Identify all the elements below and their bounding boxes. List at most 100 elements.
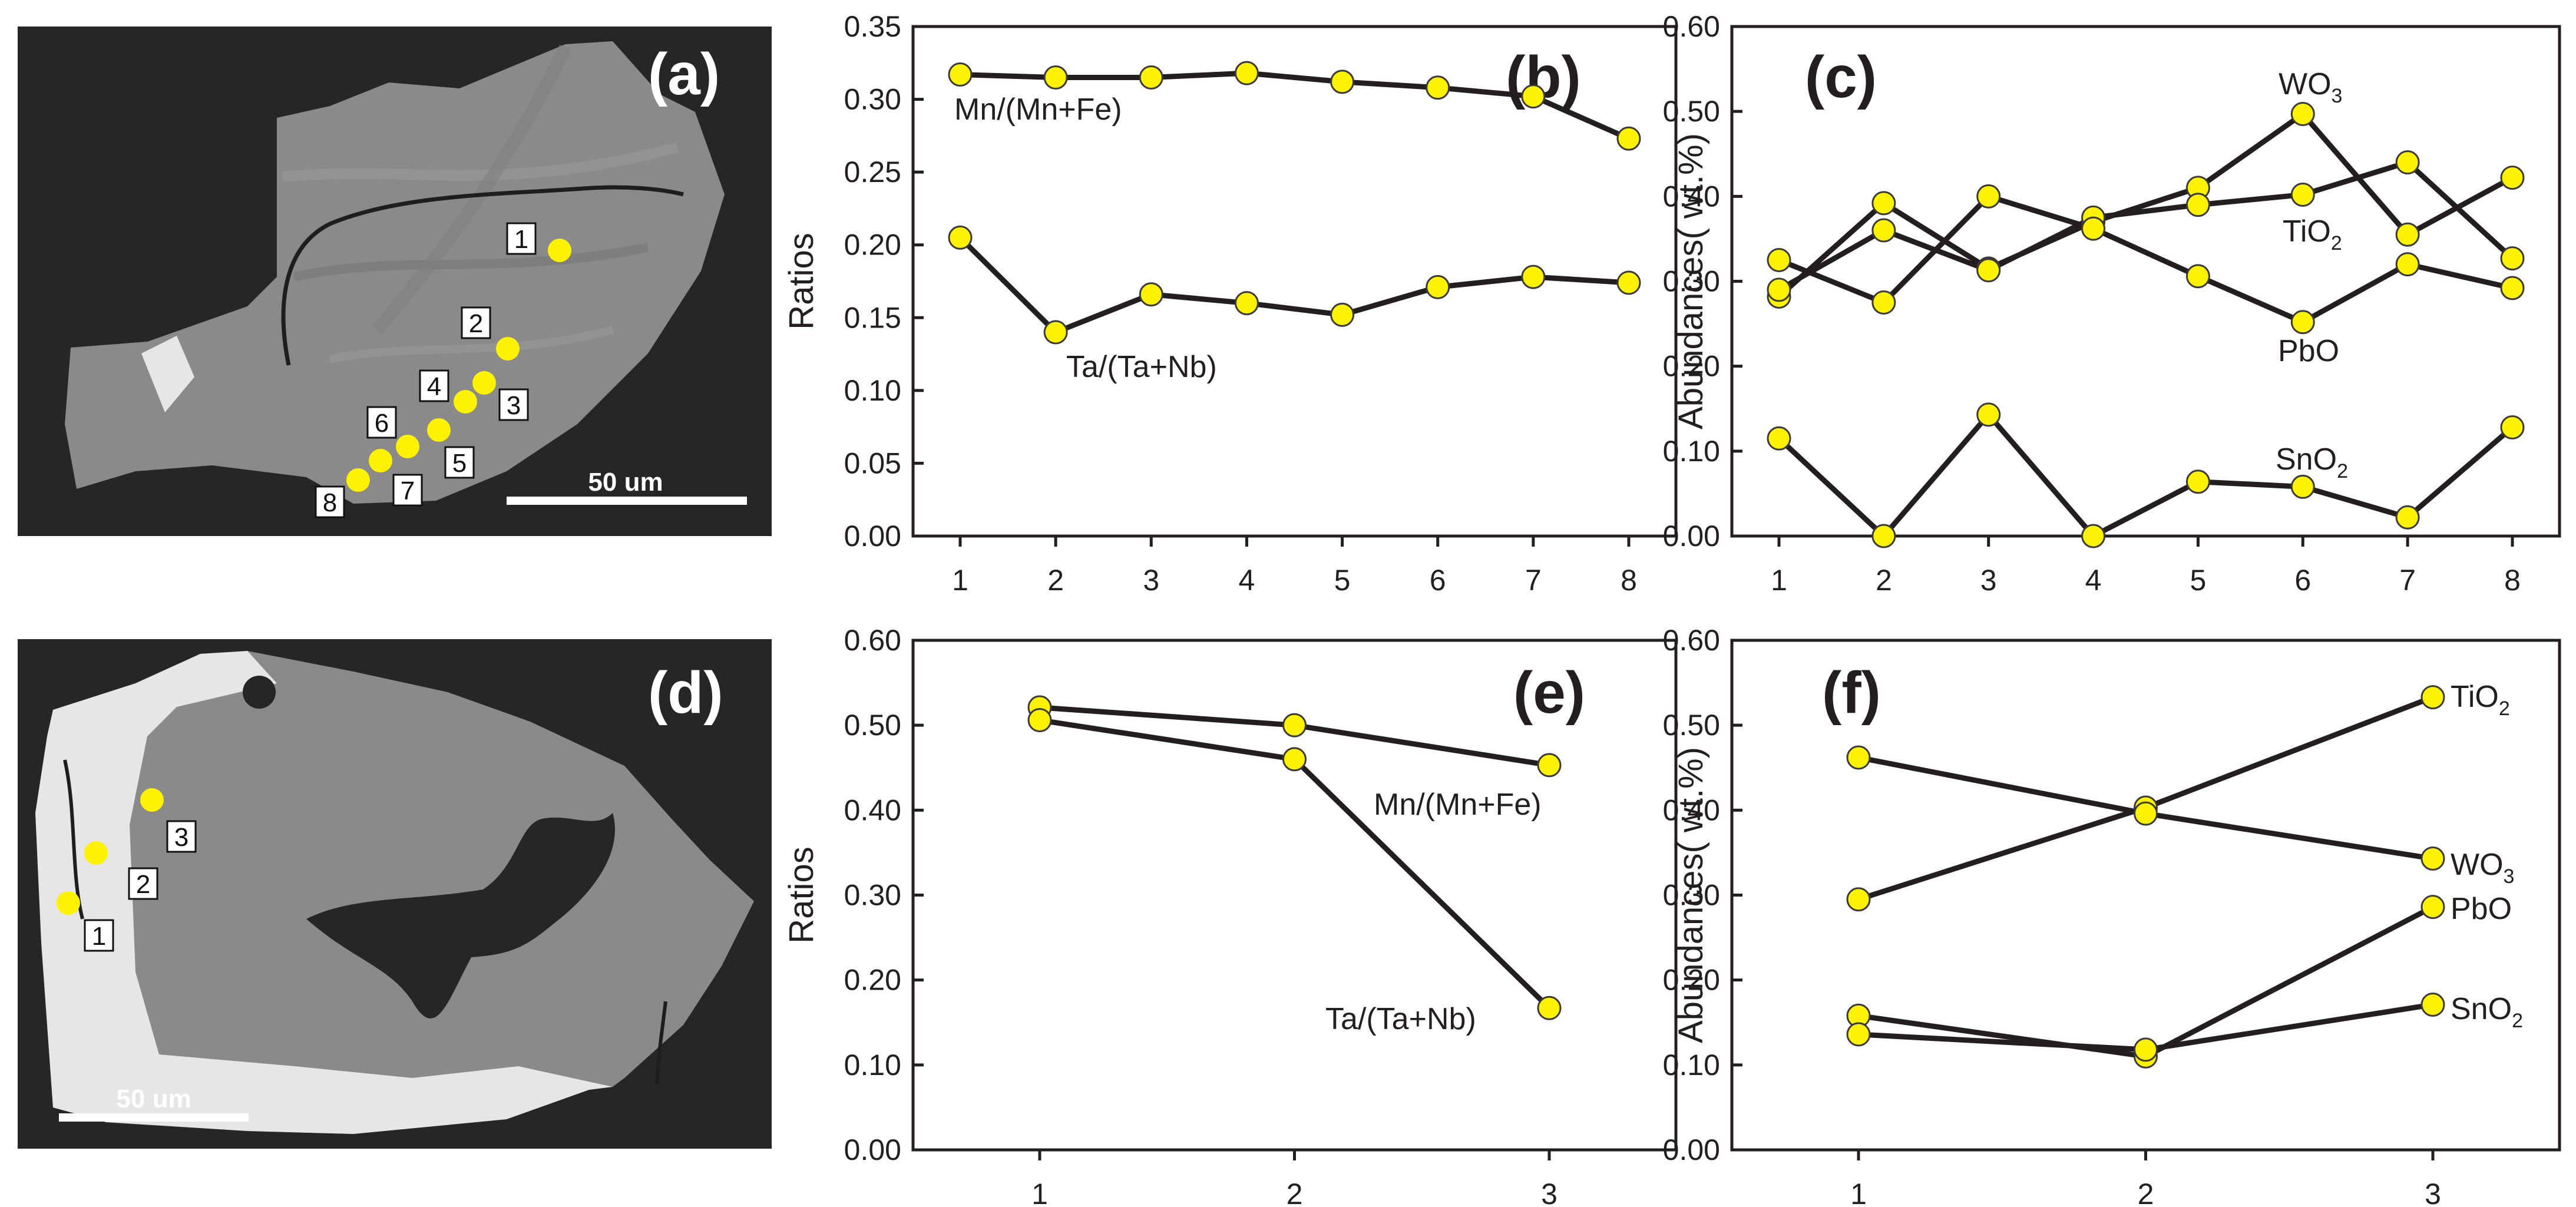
x-tick-label: 1 <box>1850 1178 1867 1207</box>
data-point <box>2185 469 2210 494</box>
spot-a-box <box>506 222 537 255</box>
data-point <box>1871 524 1896 548</box>
x-tick-label: 3 <box>2425 1178 2441 1207</box>
y-axis-label: Abundances( wt.%) <box>1672 133 1710 429</box>
y-tick-label: 0.40 <box>1663 180 1720 213</box>
hole-d <box>306 813 615 1018</box>
series-label: WO3 <box>2451 848 2514 888</box>
x-tick-label: 2 <box>1876 564 1892 597</box>
data-point <box>2134 1037 2158 1062</box>
chart-c: 0.00 0.10 0.20 0.30 0.40 0.50 0.60 1 2 3 4 5 6 7 8 Abun… <box>1663 10 2561 597</box>
y-tick-label: 0.05 <box>844 447 901 480</box>
data-point <box>1537 753 1562 778</box>
spot-d-box <box>84 919 114 952</box>
data-point <box>1330 70 1355 94</box>
bse-image-d: (d) 50 um 1 23 <box>18 639 772 1149</box>
data-point <box>2185 193 2210 217</box>
y-tick-label: 0.10 <box>1663 435 1720 468</box>
x-tick-label: 2 <box>2138 1178 2154 1207</box>
spot-a-dot <box>396 435 419 458</box>
x-tick-label: 3 <box>1143 564 1159 597</box>
data-point <box>2395 222 2420 247</box>
panel-label: (c) <box>1805 44 1877 110</box>
data-point <box>1871 191 1896 216</box>
series-label: Mn/(Mn+Fe) <box>1374 788 1542 822</box>
scale-bar-a: 50 um <box>507 468 747 505</box>
spot-a-dot <box>472 371 496 395</box>
x-tick-label: 2 <box>1287 1178 1303 1207</box>
x-tick-label: 6 <box>2294 564 2311 597</box>
series-line <box>958 236 1629 335</box>
y-tick-label: 0.40 <box>1663 793 1720 826</box>
series-label: SnO2 <box>2276 442 2348 482</box>
data-point <box>1767 247 1791 272</box>
rim-d <box>35 651 613 1134</box>
crack-a <box>281 185 684 366</box>
data-point <box>948 225 973 250</box>
y-axis-label: Ratios <box>782 233 821 329</box>
x-tick-label: 1 <box>952 564 968 597</box>
x-tick-label: 6 <box>1430 564 1446 597</box>
spot-d-label: 3 <box>174 823 189 852</box>
spot-a-label: 2 <box>469 309 483 338</box>
series-label: TiO2 <box>2451 680 2510 720</box>
y-tick-label: 0.50 <box>1663 95 1720 128</box>
data-point <box>1426 275 1450 299</box>
series-label: SnO2 <box>2451 992 2523 1032</box>
x-tick-label: 3 <box>1980 564 1997 597</box>
series-line <box>1777 160 2515 292</box>
scale-text-a: 50 um <box>588 468 663 497</box>
data-point <box>1027 708 1052 733</box>
series-label: PbO <box>2278 334 2339 368</box>
y-tick-label: 0.00 <box>1663 520 1720 553</box>
y-tick-label: 0.60 <box>844 624 901 657</box>
data-point <box>2420 895 2445 920</box>
data-point <box>2500 415 2525 439</box>
y-tick-label: 0.40 <box>844 793 901 826</box>
spot-a-box <box>315 485 345 518</box>
y-tick-label: 0.00 <box>844 1133 901 1166</box>
spot-a-dot <box>427 418 451 442</box>
y-tick-label: 0.30 <box>844 879 901 912</box>
data-point <box>2500 246 2525 271</box>
x-tick-label: 7 <box>1525 564 1542 597</box>
data-point <box>2500 276 2525 300</box>
spot-a-label: 4 <box>427 372 441 401</box>
chart-f: 0.00 0.10 0.20 0.30 0.40 0.50 0.60 1 2 3 Abundance… <box>1663 624 2561 1207</box>
data-point <box>1426 75 1450 100</box>
data-point <box>2290 101 2315 126</box>
spot-a-box <box>461 306 491 339</box>
spot-d-dot <box>57 891 80 915</box>
data-point <box>1976 258 2001 283</box>
y-tick-label: 0.00 <box>1663 1133 1720 1166</box>
spot-a-label: 1 <box>514 225 528 254</box>
x-tick-label: 3 <box>1541 1178 1557 1207</box>
data-point <box>1139 282 1163 307</box>
data-point <box>1234 291 1259 316</box>
data-point <box>1282 713 1307 738</box>
spot-a-box <box>444 446 475 479</box>
plot-frame <box>911 25 1678 538</box>
data-point <box>1767 277 1791 302</box>
y-tick-label: 0.50 <box>844 709 901 742</box>
data-point <box>2395 150 2420 175</box>
y-tick-label: 0.20 <box>844 964 901 997</box>
x-tick-label: 1 <box>1771 564 1787 597</box>
bse-image-a: (a) 50 um 1 2 3 4 5 6 7 8 <box>18 27 772 536</box>
data-point <box>1282 747 1307 772</box>
data-point <box>1043 320 1068 345</box>
y-tick-label: 0.35 <box>844 10 901 43</box>
series-label: Ta/(Ta+Nb) <box>1325 1002 1476 1036</box>
grain-a <box>65 41 725 504</box>
data-point <box>1846 745 1871 770</box>
data-point <box>1616 270 1641 295</box>
data-point <box>1234 61 1259 85</box>
data-point <box>2290 310 2315 335</box>
data-point <box>1043 65 1068 90</box>
data-point <box>1976 402 2001 427</box>
x-tick-label: 2 <box>1047 564 1064 597</box>
x-tick-label: 8 <box>2504 564 2521 597</box>
y-tick-label: 0.30 <box>1663 879 1720 912</box>
data-point <box>2395 505 2420 530</box>
